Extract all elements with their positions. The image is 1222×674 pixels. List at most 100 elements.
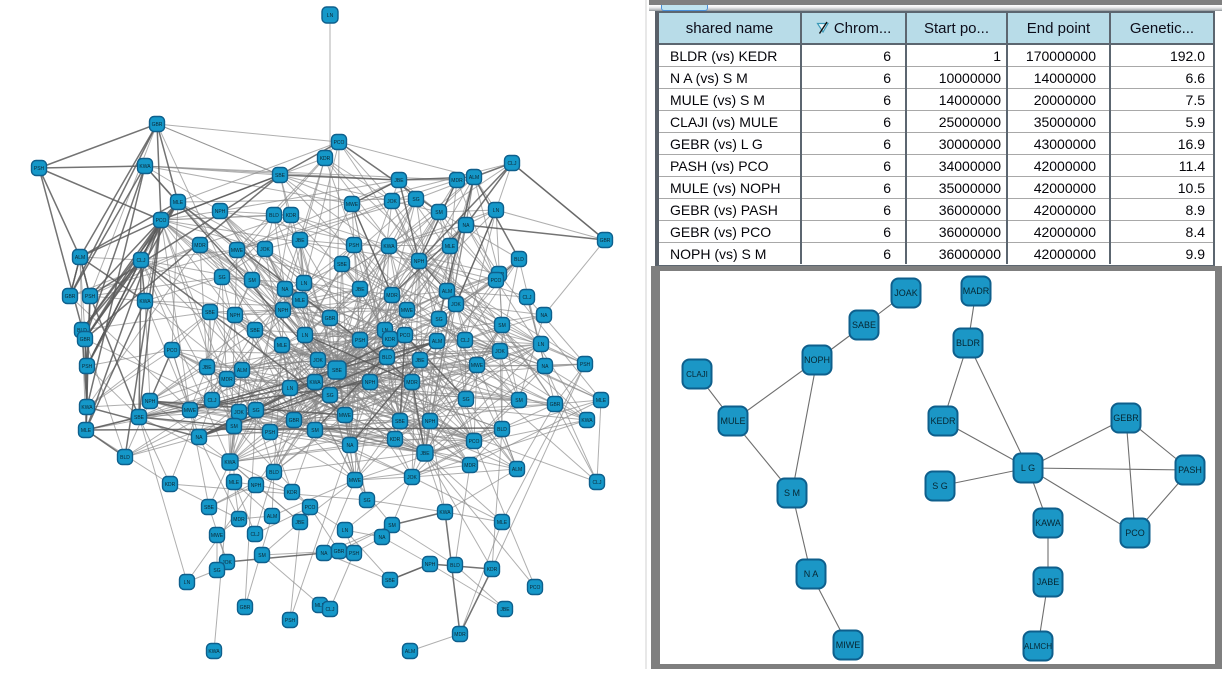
svg-text:BLD: BLD — [382, 355, 392, 361]
svg-text:NPH: NPH — [425, 562, 436, 568]
svg-text:KDR: KDR — [487, 567, 498, 573]
svg-text:MLE: MLE — [445, 244, 456, 250]
svg-text:NPH: NPH — [425, 419, 436, 425]
svg-text:MDR: MDR — [464, 463, 476, 469]
svg-text:MDR: MDR — [386, 293, 398, 299]
svg-text:KDR: KDR — [286, 213, 297, 219]
svg-text:PSH: PSH — [349, 243, 360, 249]
svg-text:MDR: MDR — [194, 243, 206, 249]
svg-text:PSH: PSH — [355, 338, 366, 344]
svg-text:CLJ: CLJ — [326, 607, 335, 613]
svg-text:LN: LN — [302, 333, 309, 339]
svg-text:PSH: PSH — [34, 166, 45, 172]
svg-text:PCO: PCO — [167, 348, 178, 354]
svg-text:MLE: MLE — [315, 603, 326, 609]
svg-text:JBE: JBE — [420, 451, 430, 457]
svg-text:BLD: BLD — [497, 427, 507, 433]
svg-text:NPH: NPH — [278, 308, 289, 314]
svg-text:CLJ: CLJ — [208, 398, 217, 404]
svg-text:MWE: MWE — [471, 363, 484, 369]
svg-text:CLJ: CLJ — [251, 532, 260, 538]
svg-text:PSH: PSH — [85, 294, 96, 300]
svg-text:PASH: PASH — [1178, 465, 1202, 475]
svg-text:PCO: PCO — [156, 218, 167, 224]
svg-text:JOK: JOK — [387, 199, 397, 205]
svg-text:SM: SM — [388, 523, 396, 529]
svg-text:MLE: MLE — [229, 480, 240, 486]
svg-text:SBE: SBE — [250, 328, 261, 334]
svg-text:MULE: MULE — [720, 416, 745, 426]
svg-text:PCO: PCO — [469, 439, 480, 445]
svg-text:ALM: ALM — [469, 175, 479, 181]
svg-text:ALM: ALM — [267, 514, 277, 520]
svg-text:KDR: KDR — [390, 437, 401, 443]
svg-text:KWA: KWA — [383, 244, 395, 250]
svg-text:SM: SM — [435, 210, 443, 216]
svg-text:JBE: JBE — [295, 520, 305, 526]
svg-text:NA: NA — [321, 551, 329, 557]
svg-text:LN: LN — [342, 528, 349, 534]
svg-text:JBE: JBE — [394, 178, 404, 184]
svg-text:CLAJI: CLAJI — [686, 370, 708, 379]
svg-text:SM: SM — [248, 278, 256, 284]
svg-text:MWE: MWE — [339, 413, 352, 419]
svg-text:SBE: SBE — [395, 419, 406, 425]
svg-text:GBR: GBR — [550, 402, 561, 408]
svg-text:KEDR: KEDR — [930, 416, 956, 426]
svg-text:SG: SG — [213, 568, 220, 574]
svg-text:MLE: MLE — [277, 343, 288, 349]
svg-text:MWE: MWE — [349, 478, 362, 484]
svg-text:KWA: KWA — [439, 510, 451, 516]
svg-text:MDR: MDR — [454, 632, 466, 638]
svg-text:PCO: PCO — [1125, 528, 1145, 538]
svg-text:GBR: GBR — [80, 337, 91, 343]
svg-text:JBE: JBE — [500, 607, 510, 613]
svg-text:GBR: GBR — [325, 316, 336, 322]
svg-text:L G: L G — [1021, 463, 1035, 473]
svg-text:KWA: KWA — [208, 649, 220, 655]
svg-text:MWE: MWE — [401, 308, 414, 314]
svg-text:GBR: GBR — [600, 238, 611, 244]
svg-text:MWE: MWE — [231, 248, 244, 254]
svg-text:SBE: SBE — [337, 262, 348, 268]
svg-text:ALM: ALM — [237, 368, 247, 374]
svg-text:SBE: SBE — [332, 368, 343, 374]
svg-text:PCO: PCO — [305, 505, 316, 511]
svg-text:NPH: NPH — [230, 313, 241, 319]
svg-text:MIWE: MIWE — [836, 640, 861, 650]
svg-text:JOK: JOK — [313, 358, 323, 364]
svg-text:KDR: KDR — [320, 156, 331, 162]
svg-text:MLE: MLE — [596, 398, 607, 404]
svg-text:KAWA: KAWA — [1035, 518, 1061, 528]
svg-text:SBE: SBE — [385, 578, 396, 584]
svg-text:CLJ: CLJ — [523, 295, 532, 301]
svg-text:GBR: GBR — [65, 294, 76, 300]
svg-text:SBE: SBE — [275, 173, 286, 179]
svg-text:PSH: PSH — [82, 364, 93, 370]
svg-text:S G: S G — [932, 481, 948, 491]
svg-text:PSH: PSH — [285, 618, 296, 624]
svg-text:MADR: MADR — [963, 286, 990, 296]
svg-text:N A: N A — [804, 569, 819, 579]
svg-text:PSH: PSH — [349, 551, 360, 557]
svg-text:ALMCH: ALMCH — [1024, 642, 1052, 651]
svg-text:KDR: KDR — [385, 337, 396, 343]
svg-text:MWE: MWE — [346, 202, 359, 208]
svg-text:BLD: BLD — [514, 257, 524, 263]
svg-text:MDR: MDR — [406, 380, 418, 386]
svg-text:GBR: GBR — [240, 605, 251, 611]
svg-text:NA: NA — [282, 287, 290, 293]
svg-text:JOK: JOK — [451, 302, 461, 308]
svg-text:KWA: KWA — [139, 299, 151, 305]
svg-text:NOPH: NOPH — [804, 355, 830, 365]
svg-text:NA: NA — [379, 535, 387, 541]
svg-text:SM: SM — [230, 424, 238, 430]
svg-text:GBR: GBR — [152, 122, 163, 128]
svg-text:KDR: KDR — [287, 490, 298, 496]
svg-text:JABE: JABE — [1037, 577, 1060, 587]
svg-text:JOK: JOK — [260, 247, 270, 253]
svg-text:JOK: JOK — [495, 349, 505, 355]
svg-text:JBE: JBE — [415, 358, 425, 364]
svg-text:ALM: ALM — [432, 339, 442, 345]
svg-text:NA: NA — [541, 313, 549, 319]
